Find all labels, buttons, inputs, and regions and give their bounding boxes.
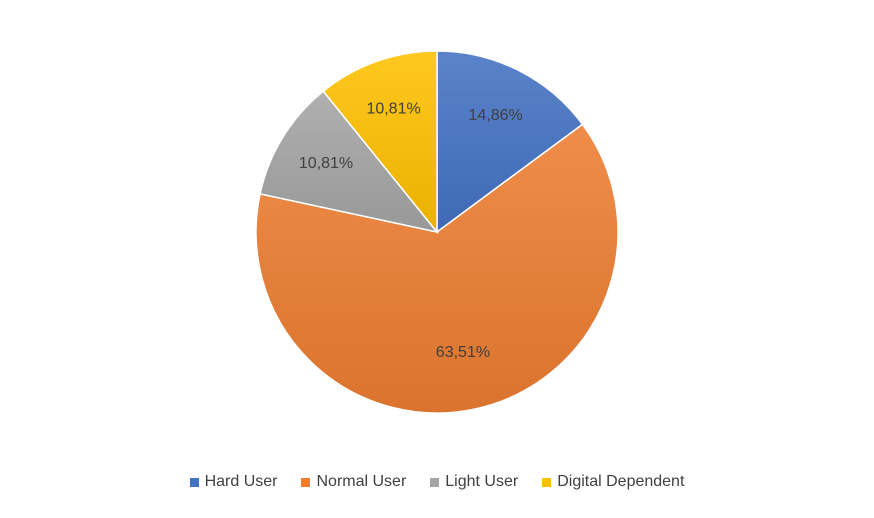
data-label-light-user: 10,81% [299,155,353,172]
pie-slice-normal-user [255,123,619,414]
pie-slices [255,50,619,414]
legend-swatch-digital-dependent [542,477,552,487]
pie-slice-light-user [259,90,439,234]
legend-label-hard-user: Hard User [204,473,278,490]
legend-item-hard-user: Hard User [189,473,278,491]
legend-swatch-light-user [430,477,440,487]
legend-label-light-user: Light User [445,473,519,490]
pie-data-labels: 14,86% 63,51% 10,81% 10,81% [299,101,523,361]
data-label-hard-user: 14,86% [469,107,523,124]
legend-label-normal-user: Normal User [316,473,407,490]
pie-slice-digital-dependent [322,50,438,235]
data-label-digital-dependent: 10,81% [366,101,420,118]
legend-swatch-hard-user [189,477,199,487]
pie-slice-hard-user [436,50,584,234]
data-label-normal-user: 63,51% [436,344,490,361]
legend-swatch-normal-user [301,477,311,487]
legend-item-normal-user: Normal User [301,473,406,491]
legend-label-digital-dependent: Digital Dependent [557,473,685,490]
legend-item-light-user: Light User [430,473,518,491]
legend-item-digital-dependent: Digital Dependent [542,473,684,491]
chart-legend: Hard User Normal User Light User Digital De… [0,470,874,494]
